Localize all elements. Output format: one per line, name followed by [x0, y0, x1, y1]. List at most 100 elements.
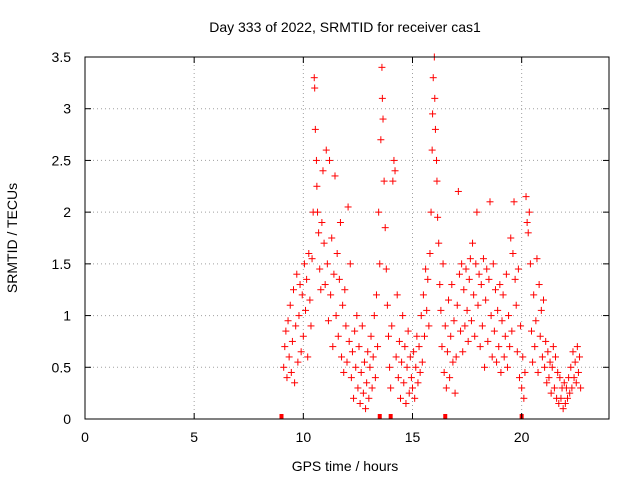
- data-point: [429, 74, 437, 82]
- y-tick-label: 0.5: [52, 359, 72, 375]
- data-point: [409, 384, 416, 392]
- data-point: [465, 275, 473, 283]
- data-point: [391, 167, 399, 175]
- data-point: [496, 281, 504, 289]
- data-point: [433, 177, 441, 185]
- data-point: [530, 291, 538, 299]
- data-point: [567, 363, 575, 371]
- y-tick-label: 3: [63, 101, 71, 117]
- data-point: [327, 291, 335, 299]
- data-point: [333, 250, 341, 258]
- data-point: [557, 394, 565, 402]
- data-point: [453, 301, 461, 309]
- data-point: [313, 182, 321, 190]
- data-point: [552, 353, 560, 361]
- data-point: [344, 203, 352, 211]
- data-point: [433, 156, 441, 164]
- data-point: [312, 156, 320, 164]
- data-point: [279, 414, 284, 419]
- data-point: [466, 255, 474, 263]
- data-point: [474, 301, 482, 309]
- data-point: [364, 348, 372, 356]
- data-point: [411, 394, 419, 402]
- data-point: [525, 208, 533, 216]
- data-point: [296, 281, 304, 289]
- data-point: [481, 363, 489, 371]
- data-point: [491, 286, 499, 294]
- data-point: [547, 389, 555, 397]
- data-point: [310, 74, 318, 82]
- x-tick-label: 5: [190, 429, 198, 445]
- data-point: [347, 374, 355, 382]
- data-point: [338, 353, 346, 361]
- data-point: [386, 363, 394, 371]
- data-point: [471, 332, 479, 340]
- data-point: [288, 337, 296, 345]
- data-point: [460, 286, 468, 294]
- data-points: [279, 53, 585, 419]
- data-point: [534, 368, 542, 376]
- data-point: [352, 363, 360, 371]
- chart-title: Day 333 of 2022, SRMTID for receiver cas…: [209, 19, 481, 35]
- data-point: [299, 332, 307, 340]
- data-point: [572, 379, 580, 387]
- data-point: [363, 379, 371, 387]
- data-point: [431, 125, 439, 133]
- data-point: [462, 265, 470, 273]
- data-point: [415, 343, 423, 351]
- plot-frame: [84, 56, 610, 420]
- data-point: [354, 384, 362, 392]
- data-point: [476, 343, 484, 351]
- data-point: [443, 348, 451, 356]
- data-point: [518, 384, 526, 392]
- data-point: [470, 291, 478, 299]
- data-point: [511, 275, 519, 283]
- data-point: [473, 208, 481, 216]
- data-point: [559, 405, 567, 413]
- data-point: [431, 94, 439, 102]
- data-point: [442, 384, 450, 392]
- data-point: [554, 368, 562, 376]
- data-point: [351, 327, 359, 335]
- data-point: [382, 265, 390, 273]
- data-point: [437, 306, 445, 314]
- data-point: [546, 358, 554, 366]
- data-point: [484, 337, 492, 345]
- data-point: [524, 229, 532, 237]
- data-point: [564, 394, 572, 402]
- data-point: [419, 291, 427, 299]
- data-point: [425, 322, 433, 330]
- data-point: [321, 281, 329, 289]
- x-tick-label: 10: [296, 429, 312, 445]
- data-point: [560, 379, 568, 387]
- data-point: [417, 312, 425, 320]
- data-point: [469, 239, 477, 247]
- data-point: [281, 343, 289, 351]
- data-point: [498, 317, 506, 325]
- data-point: [284, 317, 292, 325]
- data-point: [302, 306, 310, 314]
- data-point: [381, 224, 389, 232]
- data-point: [459, 348, 467, 356]
- data-point: [311, 125, 319, 133]
- data-point: [292, 322, 300, 330]
- data-point: [513, 348, 521, 356]
- data-point: [388, 414, 393, 419]
- data-point: [479, 255, 487, 263]
- data-point: [455, 270, 463, 278]
- data-point: [458, 260, 466, 268]
- data-point: [377, 414, 382, 419]
- data-point: [573, 343, 581, 351]
- data-point: [501, 332, 509, 340]
- data-point: [537, 306, 545, 314]
- data-point: [384, 332, 392, 340]
- data-point: [521, 368, 529, 376]
- data-point: [443, 414, 448, 419]
- data-point: [315, 229, 323, 237]
- data-point: [495, 343, 503, 351]
- y-tick-label: 1.5: [52, 256, 72, 272]
- data-point: [376, 260, 384, 268]
- data-point: [401, 343, 409, 351]
- data-point: [461, 322, 469, 330]
